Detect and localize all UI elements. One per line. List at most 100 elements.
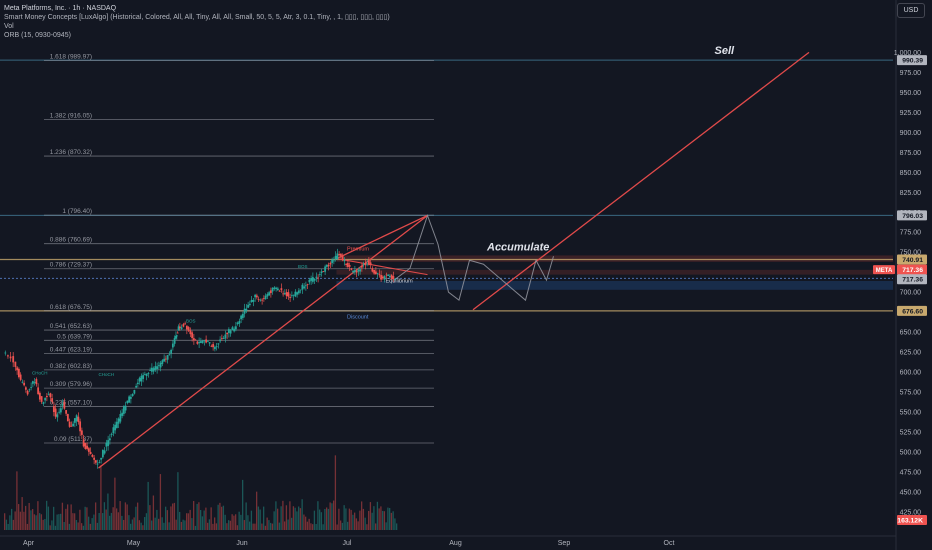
volume-bar bbox=[231, 514, 233, 530]
volume-bar bbox=[103, 502, 106, 530]
volume-bar bbox=[166, 510, 169, 530]
volume-bar bbox=[317, 501, 319, 530]
candle-body bbox=[297, 290, 300, 294]
volume-bar bbox=[242, 479, 244, 530]
candle-body bbox=[142, 375, 145, 379]
price-label-bg bbox=[897, 274, 927, 285]
time-tick-label-sep: Sep bbox=[558, 540, 571, 547]
volume-bar bbox=[366, 524, 368, 530]
volume-bar bbox=[44, 518, 46, 530]
volume-bar bbox=[133, 517, 135, 530]
premium-zone-lower bbox=[336, 269, 893, 275]
volume-bar bbox=[354, 512, 356, 530]
volume-bar bbox=[375, 523, 377, 530]
candle-body bbox=[77, 416, 80, 423]
volume-bar bbox=[173, 502, 176, 530]
candle-body bbox=[227, 329, 230, 333]
volume-bar bbox=[182, 519, 184, 530]
annotation-2: Premium bbox=[347, 247, 369, 253]
volume-bar bbox=[214, 517, 216, 530]
volume-bar bbox=[65, 508, 67, 530]
candle-body bbox=[310, 278, 313, 281]
volume-bar bbox=[86, 507, 88, 530]
candle-body bbox=[145, 373, 148, 376]
symbol-tag-bg bbox=[873, 265, 895, 275]
premium-zone bbox=[336, 255, 893, 262]
candle-body bbox=[122, 406, 125, 414]
price-tick-label: 1,000.00 bbox=[894, 50, 921, 57]
volume-bar bbox=[369, 502, 372, 530]
volume-bar bbox=[5, 519, 8, 530]
candle-body bbox=[164, 358, 167, 360]
volume-bar bbox=[254, 523, 256, 530]
volume-bar bbox=[312, 524, 314, 530]
volume-bar bbox=[240, 514, 242, 530]
volume-bar bbox=[291, 517, 293, 530]
candle-body bbox=[266, 294, 269, 297]
volume-bar bbox=[124, 502, 127, 530]
volume-bar bbox=[68, 523, 71, 530]
candle-body bbox=[30, 387, 33, 389]
volume-bar bbox=[359, 510, 361, 530]
symbol-title: Meta Platforms, Inc. · 1h · NASDAQ bbox=[4, 5, 117, 12]
trend-lines bbox=[98, 51, 810, 469]
volume-bar bbox=[364, 517, 366, 530]
volume-bar bbox=[224, 514, 226, 530]
orb-indicator-legend[interactable]: ORB (15, 0930-0945) bbox=[4, 32, 71, 39]
candle-body bbox=[70, 425, 73, 427]
projection-path bbox=[395, 213, 554, 302]
smc-indicator-legend[interactable]: Smart Money Concepts [LuxAlgo] (Historic… bbox=[4, 14, 390, 21]
volume-bar bbox=[100, 465, 102, 530]
candle-body bbox=[131, 393, 134, 397]
candle-body bbox=[220, 337, 223, 339]
volume-bar bbox=[361, 501, 363, 530]
candle-body bbox=[359, 269, 362, 272]
fib-label-5: 0.786 (729.37) bbox=[50, 262, 92, 269]
volume-bar bbox=[380, 506, 382, 530]
candle-body bbox=[275, 287, 278, 290]
volume-bar bbox=[95, 502, 97, 530]
candle-body bbox=[243, 308, 246, 314]
volume-bar bbox=[110, 512, 113, 530]
volume-bar bbox=[336, 524, 338, 530]
volume-bar bbox=[72, 513, 74, 530]
currency-button[interactable]: USD bbox=[897, 3, 925, 18]
fib-label-12: 0.236 (557.10) bbox=[50, 399, 92, 406]
volume-bar bbox=[159, 474, 162, 530]
volume-bar bbox=[200, 509, 202, 530]
volume-bar bbox=[168, 522, 170, 530]
candle-body bbox=[257, 298, 260, 300]
volume-bar bbox=[329, 502, 331, 530]
candle-body bbox=[367, 260, 370, 265]
volume-bar bbox=[49, 525, 51, 530]
volume-bar bbox=[390, 512, 393, 530]
candle-body bbox=[296, 292, 299, 295]
candle-body bbox=[374, 271, 377, 275]
volume-indicator-legend[interactable]: Vol bbox=[4, 23, 14, 30]
candle-body bbox=[7, 355, 9, 357]
volume-bar bbox=[247, 515, 249, 530]
candle-body bbox=[66, 414, 69, 422]
volume-bar bbox=[74, 513, 76, 530]
volume-bar bbox=[233, 515, 235, 530]
candle-body bbox=[346, 262, 349, 267]
candle-body bbox=[173, 338, 176, 344]
volume-bar bbox=[334, 455, 337, 530]
volume-bar bbox=[175, 519, 177, 530]
candle-body bbox=[261, 299, 264, 301]
volume-bar bbox=[4, 513, 6, 530]
volume-bar bbox=[149, 505, 151, 530]
time-axis[interactable]: Apr May Jun Jul Aug Sep Oct bbox=[0, 535, 896, 547]
candle-body bbox=[126, 400, 129, 404]
candle-body bbox=[154, 366, 157, 370]
volume-bar bbox=[320, 512, 323, 530]
volume-bar bbox=[170, 506, 172, 530]
time-tick-label-oct: Oct bbox=[664, 540, 675, 547]
price-tick-label: 650.00 bbox=[900, 330, 922, 337]
candle-body bbox=[166, 355, 169, 360]
fibonacci-levels: 1.618 (989.97) 1.382 (916.05) 1.236 (870.3… bbox=[44, 53, 434, 444]
price-label-bg bbox=[897, 264, 927, 275]
annotation-0: Sell bbox=[715, 45, 736, 57]
candle-body bbox=[194, 339, 197, 341]
